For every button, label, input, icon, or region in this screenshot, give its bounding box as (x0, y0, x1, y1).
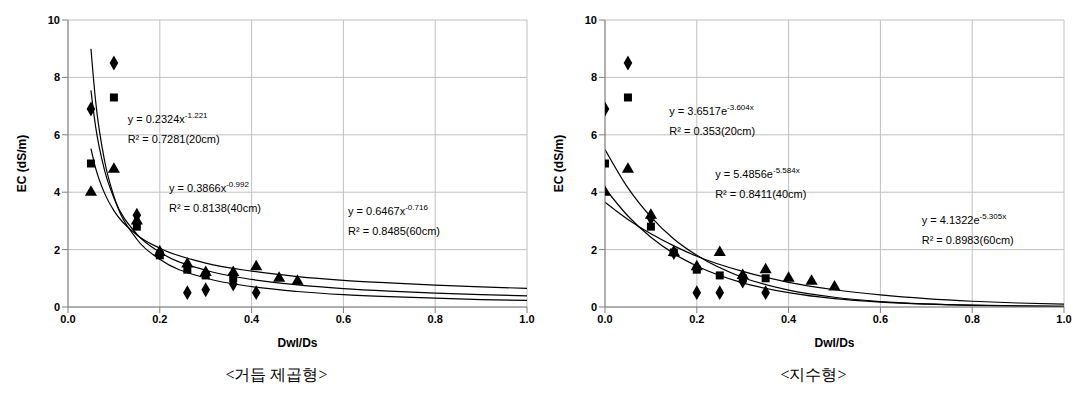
html-text:<지수형>: <지수형> (780, 366, 847, 383)
svg-text:0.2: 0.2 (689, 313, 704, 325)
svg-text:Dwl/Ds: Dwl/Ds (814, 336, 854, 350)
svg-text:0.0: 0.0 (60, 313, 75, 325)
svg-text:y = 3.6517e-3.604x: y = 3.6517e-3.604x (669, 103, 754, 117)
svg-text:2: 2 (54, 244, 60, 256)
svg-text:y = 4.1322e-5.305x: y = 4.1322e-5.305x (922, 212, 1007, 226)
svg-text:R² = 0.8411(40cm): R² = 0.8411(40cm) (715, 188, 806, 200)
svg-text:R² = 0.8138(40cm): R² = 0.8138(40cm) (169, 202, 261, 214)
svg-text:EC (dS/m): EC (dS/m) (15, 135, 29, 192)
svg-text:R² = 0.353(20cm): R² = 0.353(20cm) (669, 125, 755, 137)
svg-text:4: 4 (591, 186, 598, 198)
svg-text:1.0: 1.0 (1056, 313, 1071, 325)
svg-text:4: 4 (54, 186, 61, 198)
svg-text:0: 0 (591, 301, 597, 313)
svg-text:R² = 0.8983(60cm): R² = 0.8983(60cm) (922, 234, 1014, 246)
svg-text:10: 10 (48, 14, 60, 26)
svg-text:2: 2 (591, 244, 597, 256)
html-text:<거듭 제곱형>: <거듭 제곱형> (225, 366, 328, 383)
svg-text:6: 6 (591, 129, 597, 141)
svg-text:R² = 0.7281(20cm): R² = 0.7281(20cm) (128, 133, 220, 145)
svg-text:10: 10 (585, 14, 597, 26)
svg-text:6: 6 (54, 129, 60, 141)
svg-text:y = 0.3866x-0.992: y = 0.3866x-0.992 (169, 180, 249, 194)
svg-text:0.8: 0.8 (965, 313, 980, 325)
svg-text:0.0: 0.0 (597, 313, 612, 325)
svg-text:0.6: 0.6 (873, 313, 888, 325)
svg-text:8: 8 (591, 71, 597, 83)
svg-text:1.0: 1.0 (519, 313, 534, 325)
svg-text:y = 0.6467x-0.716: y = 0.6467x-0.716 (348, 203, 428, 217)
svg-text:R² = 0.8485(60cm): R² = 0.8485(60cm) (348, 225, 440, 237)
svg-text:y = 0.2324x-1.221: y = 0.2324x-1.221 (128, 111, 208, 125)
svg-text:Dwl/Ds: Dwl/Ds (277, 336, 317, 350)
svg-text:0.4: 0.4 (781, 313, 797, 325)
svg-text:EC (dS/m): EC (dS/m) (552, 135, 566, 192)
svg-text:8: 8 (54, 71, 60, 83)
svg-text:y = 5.4856e-5.584x: y = 5.4856e-5.584x (715, 166, 800, 180)
svg-text:0.8: 0.8 (428, 313, 443, 325)
svg-text:0.6: 0.6 (336, 313, 351, 325)
svg-text:0.2: 0.2 (152, 313, 167, 325)
svg-text:0.4: 0.4 (244, 313, 260, 325)
svg-text:0: 0 (54, 301, 60, 313)
